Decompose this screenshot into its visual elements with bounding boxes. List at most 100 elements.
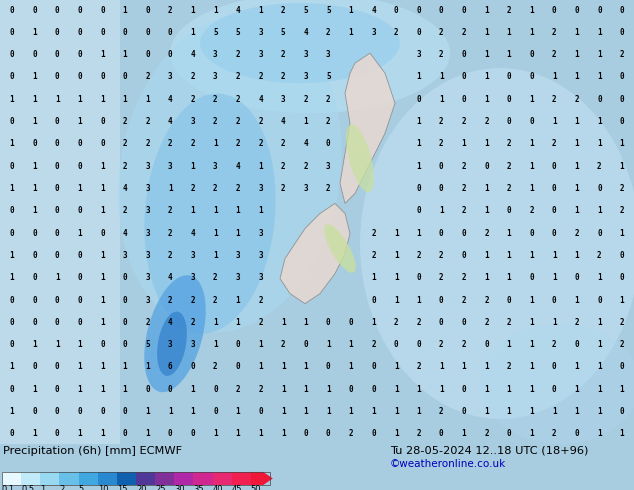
Text: 1: 1 (168, 184, 172, 193)
Bar (136, 472, 155, 485)
Text: 0: 0 (507, 206, 512, 215)
Text: 1: 1 (32, 162, 37, 171)
Text: 1: 1 (281, 429, 285, 439)
Text: 1: 1 (122, 50, 127, 59)
Text: 0: 0 (190, 363, 195, 371)
Text: 0: 0 (32, 229, 37, 238)
Text: 0: 0 (597, 295, 602, 305)
Text: 0: 0 (574, 5, 579, 15)
Text: 1: 1 (529, 28, 534, 37)
Text: 3: 3 (213, 73, 217, 81)
Text: 1: 1 (417, 385, 421, 394)
Text: 45: 45 (231, 486, 242, 490)
Text: 1: 1 (10, 407, 15, 416)
Text: 1: 1 (326, 385, 330, 394)
Text: 0: 0 (417, 273, 421, 282)
Text: 1: 1 (77, 340, 82, 349)
Text: 1: 1 (236, 295, 240, 305)
Text: 1: 1 (190, 162, 195, 171)
Text: 4: 4 (190, 50, 195, 59)
Text: 1: 1 (213, 429, 217, 439)
Text: 2: 2 (326, 28, 330, 37)
Text: 0: 0 (462, 5, 466, 15)
Text: 0: 0 (552, 363, 557, 371)
Text: 3: 3 (417, 50, 421, 59)
Text: 0: 0 (417, 206, 421, 215)
Bar (79, 472, 98, 485)
Text: 0: 0 (10, 429, 15, 439)
Text: 0: 0 (439, 429, 444, 439)
Text: 2: 2 (236, 117, 240, 126)
Text: 40: 40 (212, 486, 223, 490)
Text: 2: 2 (619, 340, 624, 349)
Text: 0: 0 (394, 340, 398, 349)
Text: 3: 3 (168, 73, 172, 81)
Text: 2: 2 (190, 139, 195, 148)
Text: 0: 0 (77, 295, 82, 305)
Text: 3: 3 (258, 28, 263, 37)
Text: 2: 2 (507, 184, 512, 193)
Text: 1: 1 (77, 363, 82, 371)
Text: 1: 1 (619, 385, 624, 394)
Text: 0: 0 (77, 162, 82, 171)
Text: 3: 3 (145, 206, 150, 215)
Text: 2: 2 (552, 95, 557, 104)
Text: 0: 0 (462, 318, 466, 327)
Text: 0: 0 (55, 139, 60, 148)
Text: 2: 2 (417, 318, 421, 327)
Text: 1: 1 (619, 139, 624, 148)
Text: 0: 0 (258, 407, 263, 416)
Text: 1: 1 (236, 407, 240, 416)
Text: 2: 2 (213, 184, 217, 193)
Text: 0: 0 (349, 318, 353, 327)
Text: 2: 2 (168, 139, 172, 148)
Text: 1: 1 (417, 407, 421, 416)
Text: 1: 1 (417, 162, 421, 171)
Text: 1: 1 (394, 407, 398, 416)
Text: 0: 0 (462, 95, 466, 104)
Text: 1: 1 (529, 429, 534, 439)
Text: 0: 0 (507, 117, 512, 126)
Text: 2: 2 (394, 318, 398, 327)
Text: 2: 2 (168, 229, 172, 238)
Text: 5: 5 (326, 5, 330, 15)
Text: 0: 0 (168, 28, 172, 37)
Text: 2: 2 (439, 28, 444, 37)
Text: 2: 2 (439, 50, 444, 59)
Text: 1: 1 (213, 5, 217, 15)
Text: 1: 1 (122, 95, 127, 104)
Text: 1: 1 (10, 251, 15, 260)
Text: 2: 2 (258, 385, 263, 394)
Text: 2: 2 (484, 117, 489, 126)
Text: 2: 2 (574, 95, 579, 104)
Text: 5: 5 (79, 486, 84, 490)
Text: 1: 1 (484, 184, 489, 193)
Text: 1: 1 (597, 363, 602, 371)
Text: 0: 0 (326, 363, 330, 371)
Text: 1: 1 (439, 206, 444, 215)
Text: 1: 1 (529, 363, 534, 371)
Text: 2: 2 (122, 117, 127, 126)
Text: 2: 2 (168, 5, 172, 15)
Text: 1: 1 (190, 385, 195, 394)
Text: 5: 5 (281, 28, 285, 37)
Text: 0: 0 (529, 73, 534, 81)
Text: 2: 2 (281, 184, 285, 193)
Text: 0: 0 (619, 407, 624, 416)
Text: 0.1: 0.1 (2, 486, 15, 490)
Text: 1: 1 (439, 385, 444, 394)
Ellipse shape (480, 324, 634, 444)
Text: 1: 1 (462, 429, 466, 439)
Polygon shape (251, 472, 273, 485)
Text: 30: 30 (174, 486, 185, 490)
Text: 0: 0 (100, 5, 105, 15)
Text: 0: 0 (32, 318, 37, 327)
Text: 2: 2 (507, 363, 512, 371)
Text: 1: 1 (213, 340, 217, 349)
Text: 0: 0 (10, 28, 15, 37)
Text: 1: 1 (417, 139, 421, 148)
Text: 1: 1 (32, 429, 37, 439)
Text: 0: 0 (77, 28, 82, 37)
Text: 1: 1 (552, 117, 557, 126)
Text: 2: 2 (597, 251, 602, 260)
